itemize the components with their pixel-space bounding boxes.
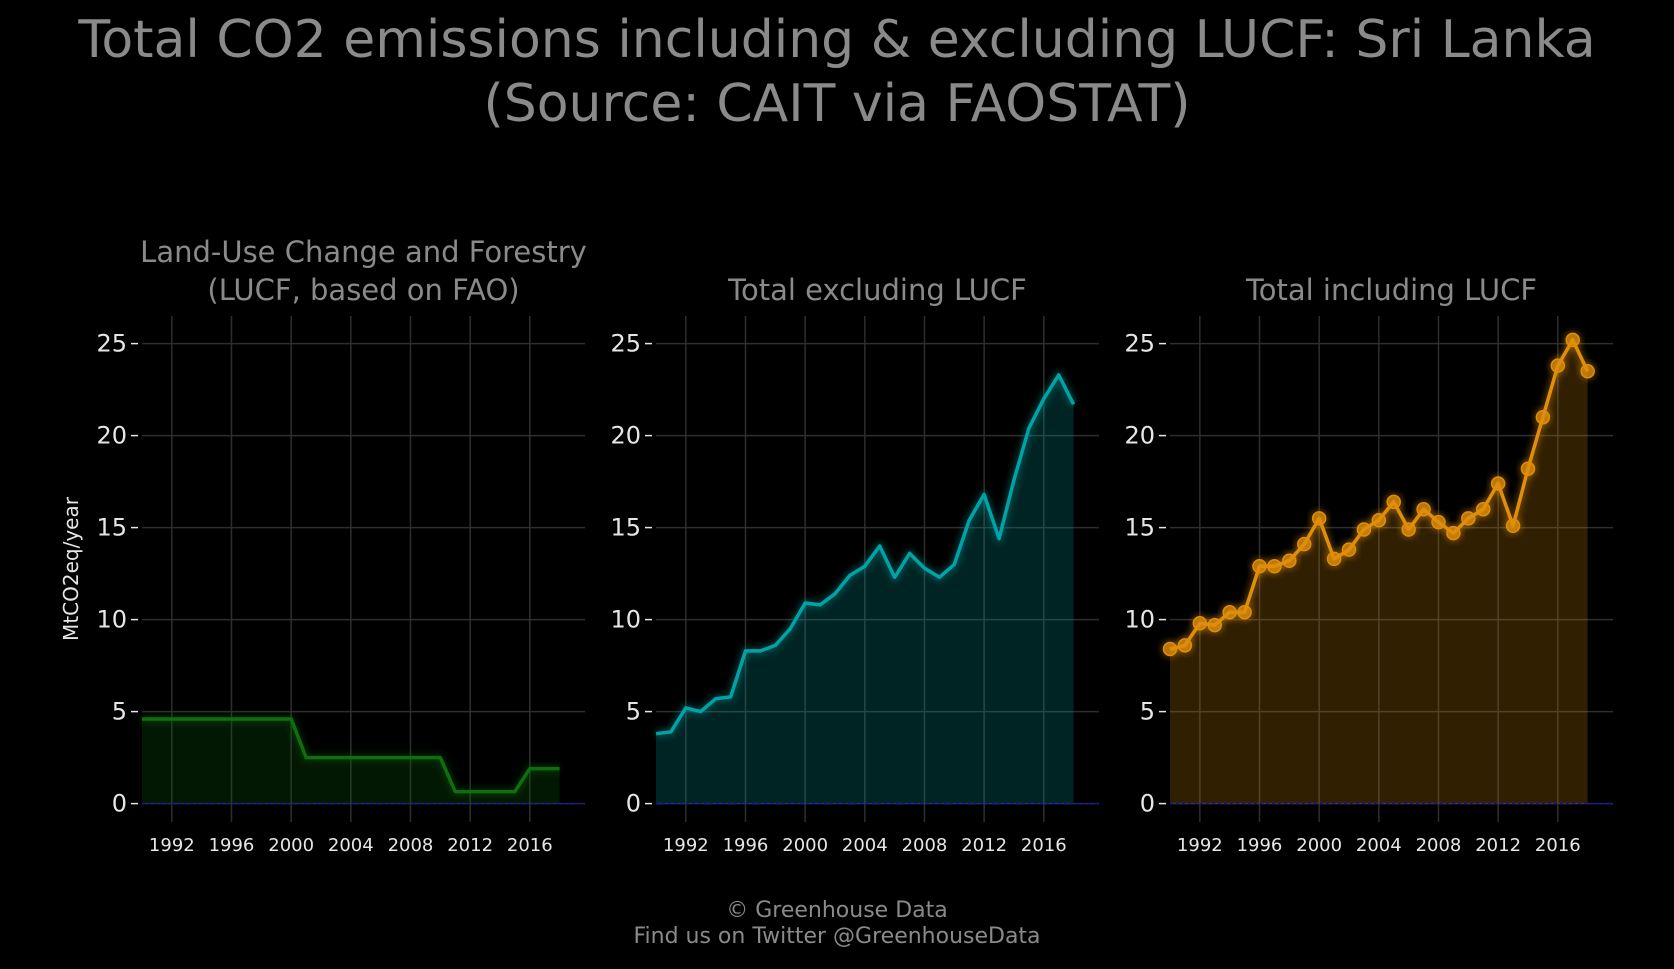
panel-title: Total including LUCF [1245,273,1537,307]
x-tick-label: 2000 [1296,835,1342,856]
x-tick-label: 1992 [1177,835,1223,856]
data-point [1162,641,1178,657]
x-tick-label: 2012 [1475,835,1521,856]
x-tick-label: 2016 [507,835,553,856]
data-point [1177,638,1193,653]
credits-line-2: Find us on Twitter @GreenhouseData [633,924,1041,949]
x-tick-label: 1996 [209,835,255,856]
y-tick-label: 0 [626,790,641,818]
panel-title: Total excluding LUCF [727,273,1027,307]
x-tick-label: 2008 [388,835,434,856]
data-point [1431,514,1446,530]
y-tick-label: 25 [96,330,127,358]
x-tick-label: 2016 [1021,835,1067,856]
data-point [1386,494,1401,510]
title-line-2: (Source: CAIT via FAOSTAT) [483,74,1191,134]
y-tick-label: 25 [1124,330,1155,358]
y-tick-label: 15 [96,514,127,542]
x-tick-label: 2008 [1416,835,1462,856]
credits-line-1: © Greenhouse Data [726,898,948,923]
x-tick-label: 2016 [1535,835,1581,856]
data-point [1356,522,1372,537]
chart-title: Total CO2 emissions including & excludin… [0,8,1674,136]
data-point [1326,551,1342,567]
y-tick-label: 20 [610,422,641,450]
data-point [1192,616,1208,631]
panel-1: 0 5 10 15 20 25 1992 1996 2000 2004 2008 2012 2016 La… [59,235,587,856]
title-line-1: Total CO2 emissions including & excludin… [78,10,1596,70]
data-point [1282,553,1297,568]
data-point [1535,409,1551,425]
x-tick-label: 1992 [663,835,709,856]
data-point [1371,512,1387,528]
data-point [1416,501,1431,517]
series-line [655,373,1076,736]
x-tick-label: 2012 [447,835,493,856]
x-tick-label: 1996 [1237,835,1283,856]
y-tick-label: 0 [112,790,127,818]
y-tick-label: 20 [96,422,127,450]
y-tick-label: 15 [1124,514,1155,542]
y-tick-label: 5 [112,698,127,726]
data-point [1490,476,1506,491]
x-tick-label: 2008 [902,835,948,856]
data-point [1207,617,1222,633]
x-tick-label: 2004 [1356,835,1402,856]
series-area [656,374,1074,804]
x-tick-label: 2000 [782,835,828,856]
y-axis-label: MtCO2eq/year [59,496,83,641]
data-point [1550,358,1566,373]
x-tick-label: 2004 [328,835,374,856]
panel-title: (LUCF, based on FAO) [207,273,519,307]
data-point [1475,501,1491,517]
series-line [142,717,560,794]
x-tick-label: 2000 [268,835,314,856]
y-tick-label: 0 [1140,790,1155,818]
data-point [1565,332,1580,348]
y-tick-label: 25 [610,330,641,358]
data-point [1237,604,1252,620]
panel-title: Land-Use Change and Forestry [140,235,587,269]
data-point [1341,542,1357,557]
data-point [1252,558,1267,574]
x-tick-label: 1996 [723,835,769,856]
x-tick-label: 2012 [961,835,1007,856]
data-point [1401,522,1416,537]
y-tick-label: 10 [610,606,641,634]
panel-2: 0 5 10 15 20 25 1992 1996 2000 2004 2008 2012 2016 To… [610,273,1099,856]
data-point [1580,363,1595,379]
data-point [1520,461,1536,476]
x-tick-label: 1992 [149,835,195,856]
y-tick-label: 5 [626,698,641,726]
data-point [1267,558,1282,574]
data-point [1296,536,1312,552]
data-point [1311,511,1327,526]
y-tick-label: 20 [1124,422,1155,450]
x-tick-label: 2004 [842,835,888,856]
y-tick-label: 10 [1124,606,1155,634]
series-area [1170,339,1588,804]
data-point [1446,525,1461,541]
y-tick-label: 15 [610,514,641,542]
credits: © Greenhouse Data Find us on Twitter @Gr… [0,898,1674,950]
y-tick-label: 5 [1140,698,1155,726]
panel-3: 0 5 10 15 20 25 1992 1996 2000 2004 2008 2012 2016 To… [1124,273,1613,856]
data-point [1461,511,1476,526]
data-point [1222,604,1237,620]
data-point [1505,518,1521,534]
y-tick-label: 10 [96,606,127,634]
